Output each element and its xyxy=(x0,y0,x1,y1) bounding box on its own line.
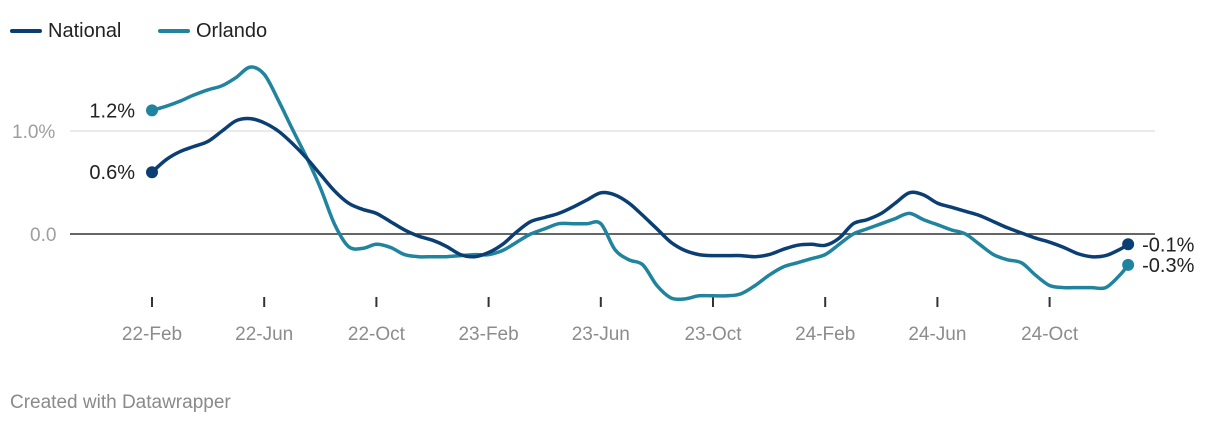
end-point-orlando xyxy=(1122,258,1135,271)
series-layer xyxy=(150,65,1130,302)
x-tick-label-5: 23-Oct xyxy=(684,324,742,345)
series-line-orlando xyxy=(150,65,1130,302)
y-tick-label-1: 1.0% xyxy=(12,122,55,143)
start-point-national xyxy=(146,166,158,179)
endpoint-layer: 1.2% 0.6% -0.1% -0.3% xyxy=(89,100,1194,277)
x-tick-label-2: 22-Oct xyxy=(348,324,406,345)
legend-label-orlando: Orlando xyxy=(196,20,267,42)
x-tick-label-1: 22-Jun xyxy=(235,324,293,345)
end-label-national: -0.1% xyxy=(1142,234,1194,256)
gridlines xyxy=(70,130,1155,235)
y-axis: 1.0% 0.0 xyxy=(12,122,56,246)
series-line-national xyxy=(150,116,1130,259)
x-tick-label-7: 24-Jun xyxy=(908,324,966,345)
legend: National Orlando xyxy=(10,20,267,42)
end-point-national xyxy=(1122,238,1135,251)
start-point-orlando xyxy=(146,104,158,117)
x-tick-label-0: 22-Feb xyxy=(122,324,182,345)
start-label-orlando: 1.2% xyxy=(89,100,135,122)
credit-text: Created with Datawrapper xyxy=(10,392,231,413)
legend-label-national: National xyxy=(48,20,121,42)
y-tick-label-0: 0.0 xyxy=(30,225,56,246)
x-tick-label-4: 23-Jun xyxy=(572,324,630,345)
start-label-national: 0.6% xyxy=(89,162,135,184)
x-tick-label-8: 24-Oct xyxy=(1021,324,1079,345)
x-axis: 22-Feb 22-Jun 22-Oct 23-Feb 23-Jun 23-Oct 24-F… xyxy=(122,297,1079,345)
end-label-orlando: -0.3% xyxy=(1142,255,1194,277)
x-tick-label-6: 24-Feb xyxy=(795,324,855,345)
x-tick-label-3: 23-Feb xyxy=(458,324,518,345)
